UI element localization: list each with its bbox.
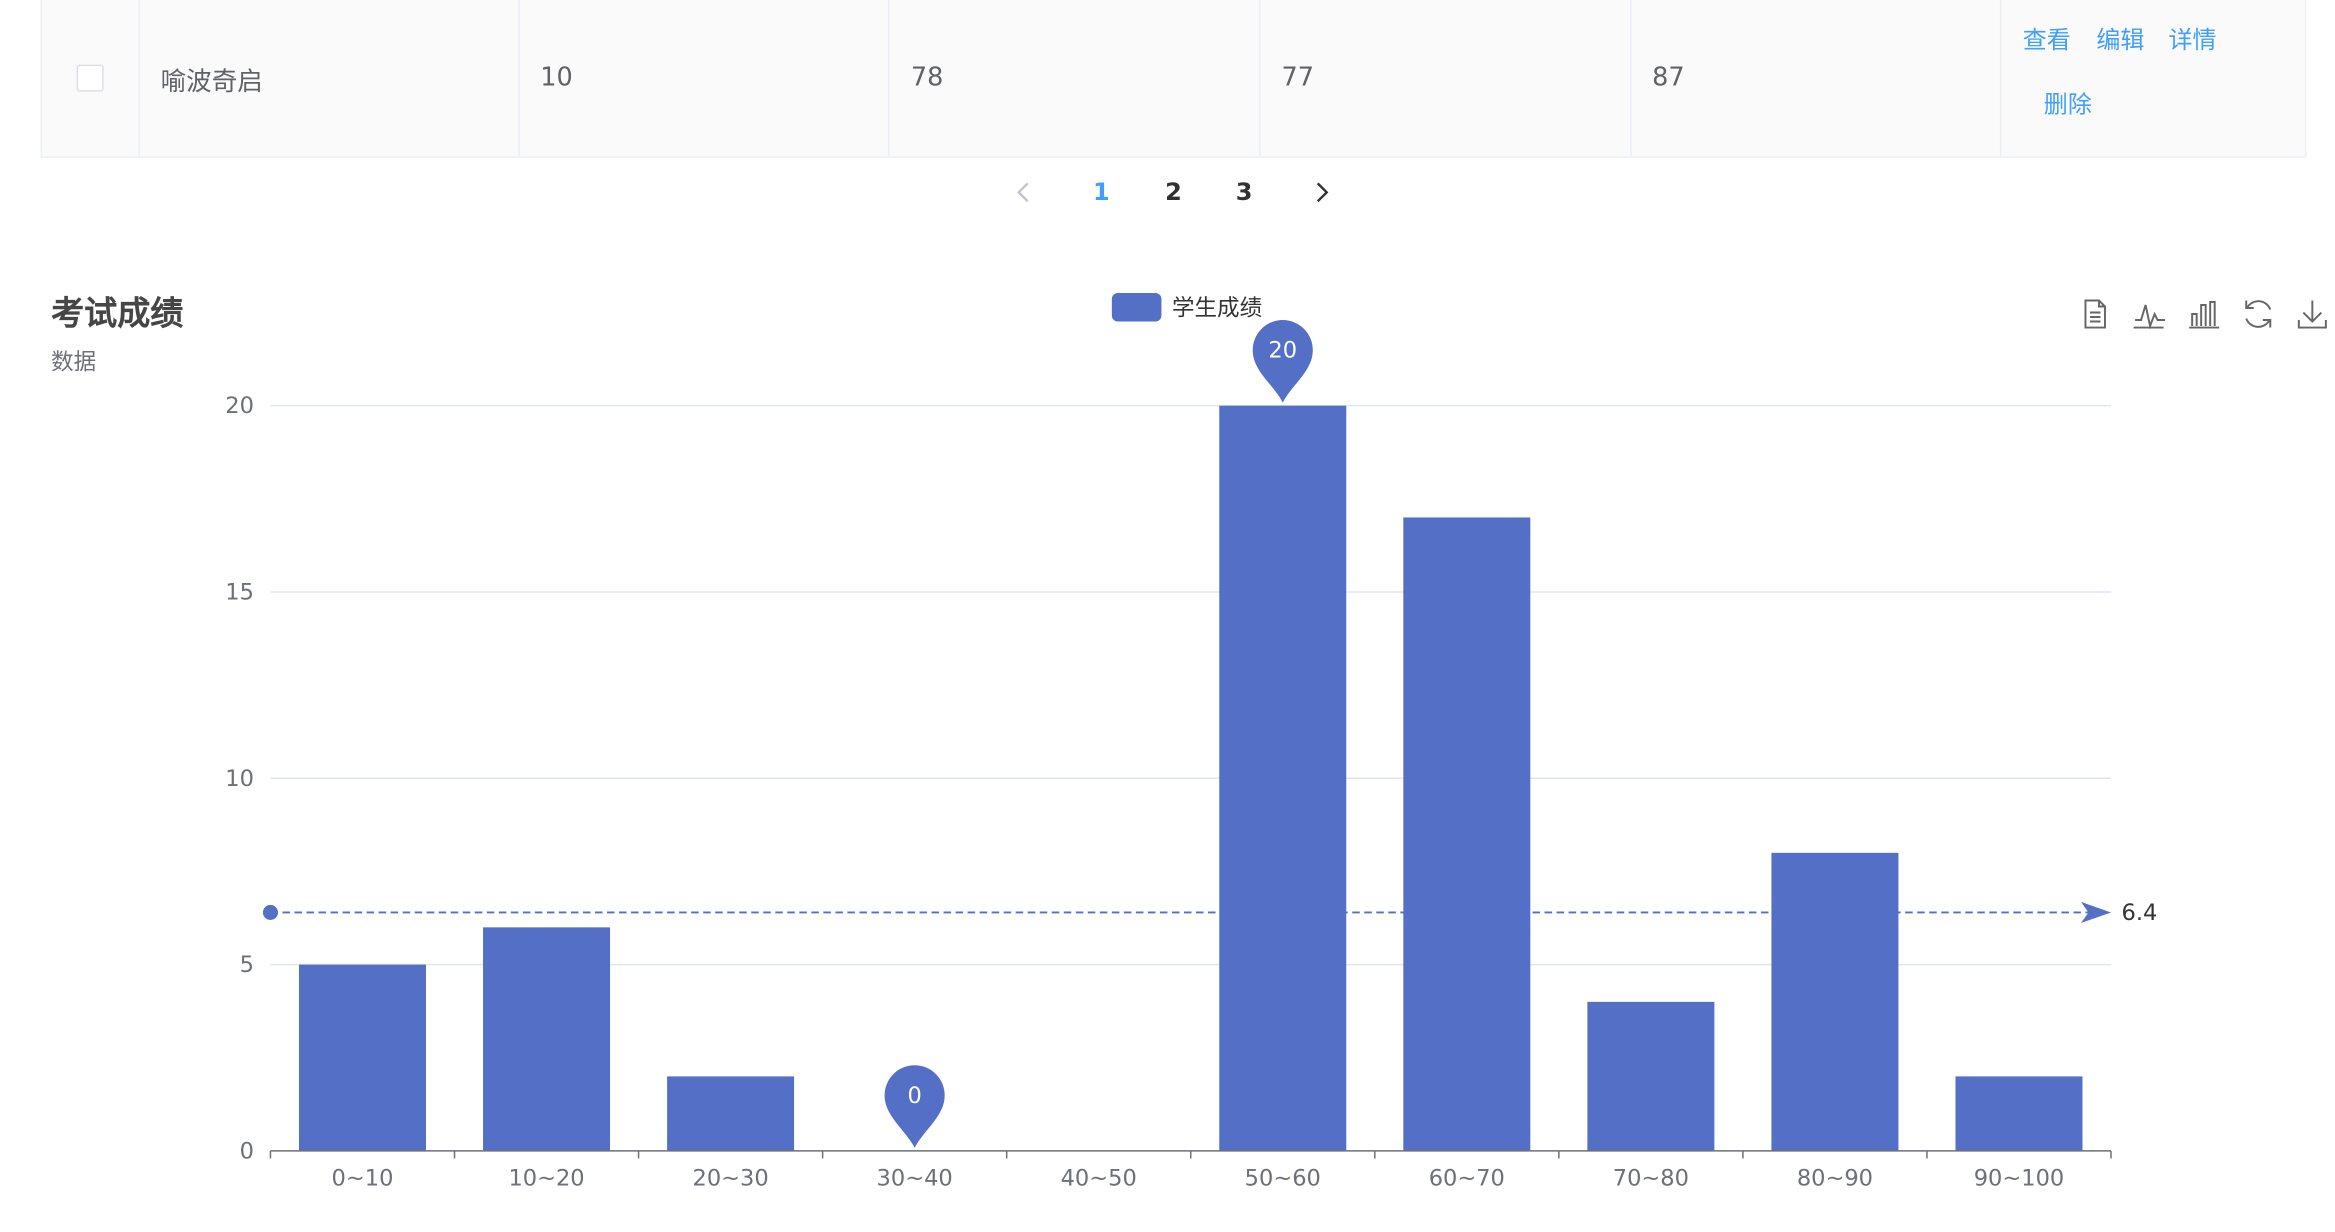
bar: [1771, 852, 1899, 1151]
x-tick-label: 90~100: [1974, 1165, 2065, 1191]
legend-swatch: [1111, 292, 1162, 322]
chart-subtitle: 数据: [51, 348, 97, 376]
score-cell: 77: [1260, 0, 1632, 157]
mark-line-label: 6.4: [2122, 900, 2158, 926]
mark-point-pin: [1252, 320, 1313, 403]
page-2-button[interactable]: 2: [1165, 177, 1182, 206]
next-page-button[interactable]: [1300, 171, 1345, 213]
y-tick-label: 0: [240, 1138, 254, 1164]
details-link[interactable]: 详情: [2168, 25, 2217, 55]
x-tick-label: 10~20: [508, 1165, 584, 1191]
chart-title: 考试成绩: [51, 295, 184, 334]
bar: [667, 1076, 795, 1151]
x-tick-label: 40~50: [1061, 1165, 1137, 1191]
bar: [1587, 1001, 1715, 1151]
chevron-left-icon: [1016, 182, 1029, 203]
y-tick-label: 20: [225, 393, 254, 419]
y-tick-label: 15: [225, 579, 254, 605]
bar: [1955, 1076, 2083, 1151]
mark-line-arrow: [2080, 901, 2112, 923]
mark-point-pin: [884, 1065, 945, 1148]
x-tick-label: 50~60: [1245, 1165, 1321, 1191]
bar: [298, 964, 426, 1151]
score-cell: 10: [519, 0, 890, 157]
bar-chart-icon[interactable]: [2186, 296, 2222, 332]
legend-label: 学生成绩: [1171, 294, 1263, 322]
row-checkbox[interactable]: [76, 64, 104, 92]
chevron-right-icon: [1316, 182, 1329, 203]
x-tick-label: 70~80: [1613, 1165, 1689, 1191]
x-tick-label: 0~10: [332, 1165, 394, 1191]
bar: [1219, 405, 1347, 1151]
edit-link[interactable]: 编辑: [2096, 25, 2145, 55]
y-tick-label: 10: [225, 766, 254, 792]
restore-icon[interactable]: [2240, 296, 2276, 332]
delete-link[interactable]: 删除: [2043, 90, 2092, 119]
x-tick-label: 20~30: [693, 1165, 769, 1191]
page-3-button[interactable]: 3: [1235, 177, 1253, 206]
view-link[interactable]: 查看: [2022, 25, 2071, 55]
pagination: 1 2 3: [0, 171, 2335, 213]
x-tick-label: 80~90: [1797, 1165, 1873, 1191]
prev-page-button[interactable]: [1001, 171, 1046, 213]
name-cell: 喻波奇启: [140, 0, 520, 157]
x-tick-label: 60~70: [1429, 1165, 1505, 1191]
mark-point-label: 0: [907, 1083, 921, 1109]
data-view-icon[interactable]: [2076, 296, 2112, 332]
row-select-cell: [42, 0, 140, 157]
mark-point-label: 20: [1268, 338, 1297, 364]
table-row: 喻波奇启 10 78 77 87 查看 编辑 详情 删除: [40, 0, 2307, 158]
x-tick-label: 30~40: [877, 1165, 953, 1191]
line-chart-icon[interactable]: [2131, 296, 2167, 332]
download-icon[interactable]: [2294, 296, 2330, 332]
page-1-button[interactable]: 1: [1092, 177, 1110, 206]
actions-cell: 查看 编辑 详情 删除: [2002, 0, 2305, 156]
score-cell: 87: [1631, 0, 2002, 157]
bar: [1403, 517, 1531, 1151]
mark-line-start-dot: [262, 904, 278, 920]
score-cell: 78: [890, 0, 1261, 157]
bar: [483, 927, 611, 1151]
y-tick-label: 5: [240, 952, 254, 978]
legend-item[interactable]: 学生成绩: [1111, 291, 1263, 323]
